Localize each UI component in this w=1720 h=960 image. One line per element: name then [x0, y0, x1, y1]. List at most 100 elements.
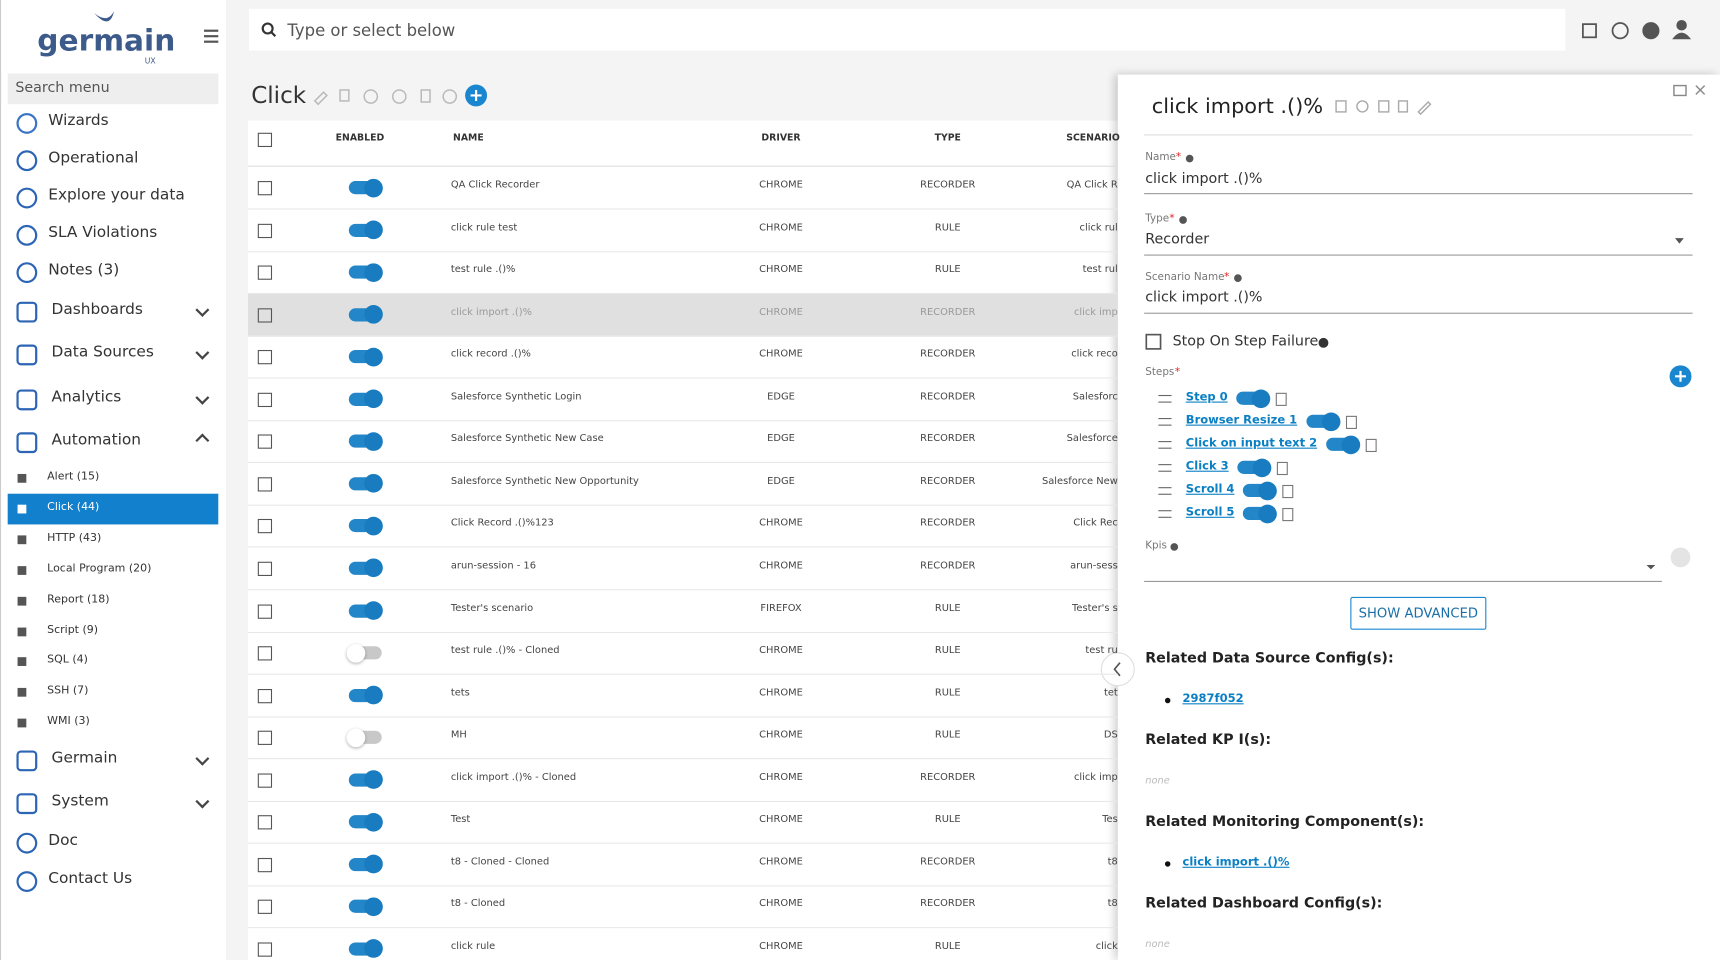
search-bar[interactable]: [249, 8, 1566, 51]
row-checkbox[interactable]: [257, 942, 273, 957]
menu-item[interactable]: Notes (3): [48, 261, 120, 279]
related-link[interactable]: click import .()%: [1182, 855, 1290, 869]
field-value[interactable]: click import .()%: [1145, 289, 1263, 307]
submenu-item[interactable]: SSH (7): [47, 684, 89, 697]
cell-name[interactable]: test rule .()%: [450, 264, 516, 276]
cell-name[interactable]: click rule: [450, 941, 496, 953]
toggle[interactable]: [1242, 481, 1277, 500]
cell-name[interactable]: click import .()% - Cloned: [450, 772, 577, 784]
drag-handle[interactable]: [1158, 418, 1172, 426]
panel-window-icons[interactable]: [1673, 84, 1706, 97]
row-checkbox[interactable]: [257, 688, 273, 703]
menu-item[interactable]: Analytics: [51, 388, 122, 406]
cell-name[interactable]: MH: [450, 729, 467, 741]
drag-handle[interactable]: [1158, 487, 1172, 495]
page-actions[interactable]: [313, 89, 458, 106]
toggle[interactable]: [346, 643, 382, 663]
menu-item[interactable]: System: [51, 792, 109, 810]
toggle[interactable]: [346, 728, 382, 747]
step-link[interactable]: Scroll 4: [1185, 482, 1235, 496]
toggle[interactable]: [348, 474, 383, 493]
cell-name[interactable]: Tester's scenario: [450, 602, 534, 614]
submenu-item[interactable]: Local Program (20): [47, 562, 152, 575]
trash-icon[interactable]: [1282, 484, 1294, 499]
toolbar-icons[interactable]: [1582, 19, 1692, 40]
trash-icon[interactable]: [1365, 438, 1377, 453]
trash-icon[interactable]: [1282, 507, 1294, 522]
drag-handle[interactable]: [1158, 510, 1172, 518]
toggle[interactable]: [1237, 458, 1272, 477]
menu-item[interactable]: Operational: [48, 149, 139, 167]
cell-name[interactable]: Salesforce Synthetic New Case: [450, 433, 604, 445]
panel-actions[interactable]: [1335, 100, 1432, 116]
row-checkbox[interactable]: [257, 223, 273, 238]
step-link[interactable]: Click on input text 2: [1185, 436, 1318, 450]
menu-item[interactable]: Automation: [51, 431, 142, 449]
row-checkbox[interactable]: [257, 900, 273, 915]
cell-name[interactable]: Test: [450, 814, 471, 826]
toggle[interactable]: [348, 558, 383, 578]
toggle[interactable]: [1306, 411, 1341, 431]
toggle[interactable]: [348, 516, 383, 536]
dropdown-arrow[interactable]: [1675, 238, 1684, 248]
row-checkbox[interactable]: [257, 181, 273, 196]
toggle[interactable]: [1326, 435, 1361, 454]
drag-handle[interactable]: [1158, 394, 1172, 403]
cell-name[interactable]: click rule test: [450, 222, 518, 234]
collapse-button[interactable]: [1100, 652, 1135, 687]
submenu-item[interactable]: SQL (4): [47, 653, 88, 666]
column-header[interactable]: SCENARIO: [1066, 132, 1120, 144]
toggle[interactable]: [348, 305, 383, 324]
field-value[interactable]: click import .()%: [1145, 171, 1263, 188]
menu-item[interactable]: Doc: [48, 831, 78, 850]
submenu-item[interactable]: Script (9): [47, 624, 99, 637]
submenu-item[interactable]: Click (44): [47, 501, 100, 514]
toggle[interactable]: [348, 854, 383, 874]
header-checkbox[interactable]: [257, 132, 273, 148]
cell-name[interactable]: tets: [450, 687, 470, 699]
row-checkbox[interactable]: [257, 561, 273, 576]
field-value[interactable]: Recorder: [1145, 231, 1210, 248]
cell-name[interactable]: QA Click Recorder: [450, 179, 540, 191]
toggle[interactable]: [348, 178, 383, 197]
cell-name[interactable]: Salesforce Synthetic New Opportunity: [450, 475, 639, 487]
submenu-item[interactable]: Report (18): [47, 593, 110, 606]
cell-name[interactable]: arun-session - 16: [450, 560, 536, 572]
toggle[interactable]: [348, 812, 383, 832]
menu-item[interactable]: Explore your data: [48, 186, 185, 205]
menu-item[interactable]: Data Sources: [51, 343, 154, 361]
toggle[interactable]: [1242, 504, 1277, 523]
submenu-item[interactable]: HTTP (43): [47, 532, 102, 545]
eye-button[interactable]: [1670, 547, 1691, 568]
row-checkbox[interactable]: [257, 477, 273, 492]
toggle[interactable]: [348, 262, 383, 282]
cell-name[interactable]: click record .()%: [450, 349, 531, 361]
toggle[interactable]: [348, 601, 383, 620]
menu-search[interactable]: [7, 73, 219, 105]
column-header[interactable]: NAME: [453, 132, 484, 144]
row-checkbox[interactable]: [257, 350, 273, 365]
menu-item[interactable]: SLA Violations: [48, 223, 158, 242]
checkbox[interactable]: [1145, 333, 1162, 350]
cell-name[interactable]: click import .()%: [450, 306, 532, 318]
trash-icon[interactable]: [1345, 415, 1357, 429]
cell-name[interactable]: t8 - Cloned: [450, 898, 506, 910]
submenu-item[interactable]: Alert (15): [47, 470, 100, 483]
row-checkbox[interactable]: [257, 434, 273, 450]
menu-item[interactable]: Dashboards: [51, 300, 143, 319]
step-link[interactable]: Step 0: [1185, 390, 1228, 404]
trash-icon[interactable]: [1276, 461, 1288, 476]
toggle[interactable]: [348, 220, 383, 240]
step-link[interactable]: Click 3: [1185, 459, 1229, 473]
toggle[interactable]: [348, 432, 383, 451]
toggle[interactable]: [348, 685, 383, 705]
row-checkbox[interactable]: [257, 857, 273, 873]
toggle[interactable]: [348, 389, 383, 409]
show-advanced-button[interactable]: SHOW ADVANCED: [1350, 596, 1487, 630]
submenu-item[interactable]: WMI (3): [47, 715, 90, 728]
toggle[interactable]: [348, 897, 383, 916]
row-checkbox[interactable]: [257, 603, 273, 619]
toggle[interactable]: [348, 347, 383, 367]
cell-name[interactable]: t8 - Cloned - Cloned: [450, 856, 550, 868]
row-checkbox[interactable]: [257, 773, 273, 788]
